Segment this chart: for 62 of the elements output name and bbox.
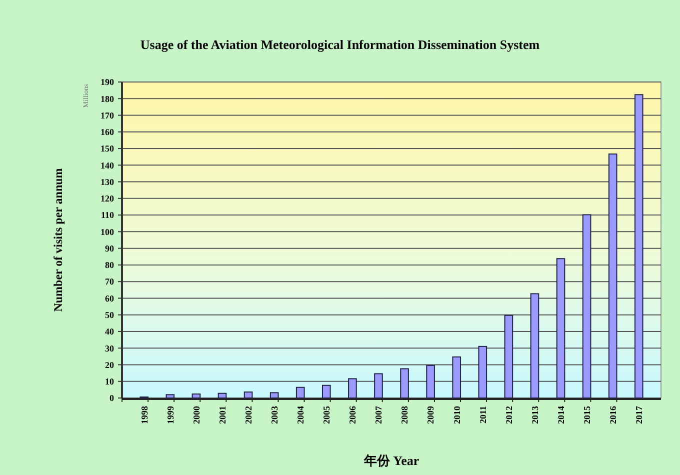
bar — [452, 356, 462, 398]
x-tick-label: 2009 — [426, 406, 436, 424]
x-tick-label: 2007 — [374, 406, 384, 424]
bar — [530, 293, 540, 398]
x-tick-label: 2012 — [504, 406, 514, 424]
y-tick-label: 150 — [100, 144, 114, 154]
bar — [400, 368, 409, 398]
bar — [556, 258, 566, 398]
y-axis-title: Number of visits per annum — [51, 168, 65, 312]
x-tick-label: 2016 — [608, 406, 618, 424]
bar — [244, 392, 253, 398]
y-tick-label: 170 — [100, 110, 114, 120]
x-tick-label: 2010 — [452, 406, 462, 424]
bar — [608, 154, 618, 398]
x-tick-label: 1998 — [139, 406, 150, 424]
y-tick-label: 110 — [100, 210, 114, 220]
x-tick-label: 1999 — [165, 406, 176, 424]
y-tick-label: 130 — [100, 176, 114, 187]
bar — [166, 394, 175, 398]
x-axis-title: 年份 Year — [362, 453, 420, 468]
y-tick-label: 160 — [100, 127, 114, 138]
bar — [582, 214, 592, 398]
x-tick-label: 2011 — [478, 406, 488, 424]
x-tick-label: 2002 — [243, 406, 254, 424]
x-tick-label: 2001 — [217, 406, 228, 424]
x-tick-label: 2004 — [296, 406, 306, 424]
bar — [270, 392, 279, 398]
y-tick-label: 70 — [105, 276, 114, 287]
y-tick-label: 60 — [105, 293, 114, 304]
y-tick-label: 90 — [105, 243, 114, 254]
x-tick-label: 2008 — [400, 406, 410, 424]
bar — [634, 94, 644, 398]
bar — [478, 346, 488, 398]
y-tick-label: 0 — [110, 393, 114, 404]
x-tick-label: 2015 — [582, 406, 592, 424]
y-tick-label: 120 — [100, 194, 114, 204]
chart-title: Usage of the Aviation Meteorological Information Dissemination System — [140, 37, 540, 52]
bar — [218, 392, 227, 398]
y-tick-label: 30 — [105, 343, 114, 354]
y-tick-label: 190 — [100, 77, 114, 88]
y-tick-label: 20 — [105, 360, 114, 370]
y-tick-label: 50 — [105, 310, 114, 320]
x-tick-label: 2000 — [191, 406, 202, 424]
y-tick-label: 140 — [100, 160, 114, 170]
bar — [348, 378, 357, 398]
x-tick-label: 2005 — [322, 406, 332, 424]
bar — [192, 394, 201, 398]
x-tick-label: 2017 — [634, 406, 644, 424]
x-tick-label: 2006 — [348, 406, 358, 424]
x-tick-label: 2013 — [530, 406, 540, 424]
y-tick-label: 40 — [105, 326, 114, 337]
bar — [374, 373, 383, 398]
bar — [296, 386, 305, 398]
y-tick-label: 180 — [100, 94, 114, 104]
x-tick-label: 2014 — [556, 406, 566, 424]
y-tick-label: 80 — [105, 260, 114, 270]
y-tick-label: 10 — [105, 376, 114, 387]
bar — [426, 364, 435, 398]
x-tick-label: 2003 — [269, 406, 280, 424]
bar — [504, 314, 514, 398]
y-tick-label: 100 — [100, 226, 114, 237]
bar — [322, 384, 331, 398]
